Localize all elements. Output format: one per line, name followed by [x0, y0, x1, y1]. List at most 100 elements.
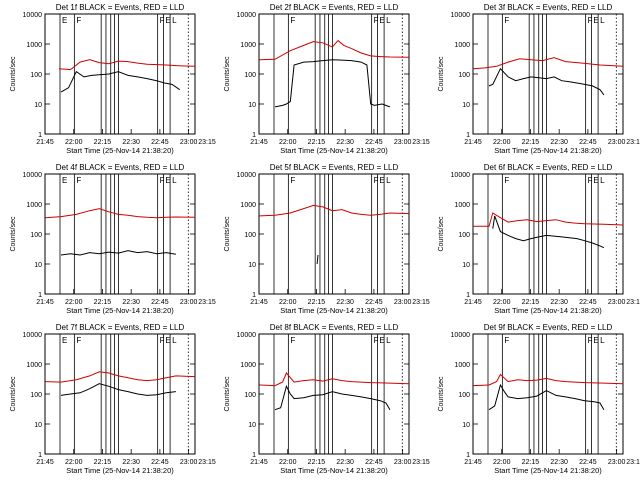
y-tick-label: 1	[38, 132, 42, 139]
x-tick-label: 22:30	[122, 299, 140, 306]
event-marker-label: L	[600, 336, 605, 345]
lld-series-line	[58, 59, 195, 71]
event-marker-label: L	[386, 16, 391, 25]
y-tick-label: 1	[252, 132, 256, 139]
x-tick-label: 22:45	[365, 459, 383, 466]
y-tick-label: 10	[34, 422, 42, 429]
x-tick-label: 21:45	[464, 139, 482, 146]
y-tick-label: 10000	[451, 332, 471, 339]
events-series-line	[488, 383, 605, 411]
y-axis-label: Counts/sec	[224, 376, 231, 412]
event-marker-label: E	[593, 16, 598, 25]
y-tick-label: 1	[466, 452, 470, 459]
x-tick-label: 22:45	[579, 459, 597, 466]
x-tick-label: 21:45	[464, 459, 482, 466]
events-series-line	[60, 250, 176, 256]
event-marker-label: E	[62, 336, 67, 345]
lld-series-line	[473, 57, 623, 70]
x-tick-label: 21:45	[250, 299, 268, 306]
y-tick-label: 100	[244, 392, 256, 399]
y-tick-label: 1	[252, 452, 256, 459]
y-tick-label: 100	[30, 392, 42, 399]
plot-frame	[258, 173, 410, 295]
x-tick-label: 23:00	[608, 459, 626, 466]
y-tick-label: 1000	[454, 202, 470, 209]
event-marker-label: F	[374, 16, 379, 25]
y-tick-label: 1	[252, 292, 256, 299]
y-tick-label: 10000	[23, 332, 43, 339]
x-tick-label: 22:15	[94, 139, 112, 146]
y-tick-label: 10	[462, 422, 470, 429]
event-marker-label: E	[165, 176, 170, 185]
x-tick-label: 22:45	[579, 299, 597, 306]
event-marker-label: F	[160, 16, 165, 25]
x-tick-label: 23:15	[198, 299, 216, 306]
y-tick-label: 1	[38, 292, 42, 299]
x-axis-label: Start Time (25-Nov-14 21:38:20)	[280, 306, 388, 315]
x-axis-label: Start Time (25-Nov-14 21:38:20)	[66, 146, 174, 155]
y-tick-label: 10000	[237, 332, 257, 339]
x-tick-label: 23:00	[394, 459, 412, 466]
x-axis-label: Start Time (25-Nov-14 21:38:20)	[280, 466, 388, 475]
x-tick-label: 22:30	[550, 299, 568, 306]
x-tick-label: 22:45	[151, 299, 169, 306]
chart-title: Det 9f BLACK = Events, RED = LLD	[484, 323, 613, 332]
y-axis-label: Counts/sec	[438, 56, 445, 92]
y-tick-label: 10	[34, 102, 42, 109]
y-tick-label: 10	[462, 262, 470, 269]
event-marker-label: F	[588, 16, 593, 25]
y-axis-label: Counts/sec	[438, 376, 445, 412]
x-axis-label: Start Time (25-Nov-14 21:38:20)	[494, 146, 602, 155]
y-axis-label: Counts/sec	[10, 56, 17, 92]
x-tick-label: 22:15	[308, 139, 326, 146]
y-tick-label: 10	[462, 102, 470, 109]
event-marker-label: L	[172, 336, 177, 345]
event-marker-label: F	[76, 336, 81, 345]
x-tick-label: 23:15	[626, 299, 640, 306]
x-tick-label: 23:15	[198, 459, 216, 466]
chart-panel-6: Det 6f BLACK = Events, RED = LLD 1 10 100 10…	[438, 163, 640, 315]
chart-panel-7: Det 7f BLACK = Events, RED = LLD 1 10 100 10…	[10, 323, 216, 475]
event-marker-label: F	[504, 336, 509, 345]
plot-frame	[258, 13, 410, 135]
x-tick-label: 23:00	[394, 139, 412, 146]
event-marker-label: L	[600, 16, 605, 25]
x-tick-label: 22:30	[122, 459, 140, 466]
plot-frame	[472, 173, 624, 295]
y-tick-label: 10000	[23, 12, 43, 19]
x-tick-label: 22:30	[550, 459, 568, 466]
event-marker-label: F	[504, 176, 509, 185]
y-axis-label: Counts/sec	[224, 216, 231, 252]
lld-series-line	[473, 212, 623, 227]
y-tick-label: 100	[458, 392, 470, 399]
chart-panel-5: Det 5f BLACK = Events, RED = LLD 1 10 100 10…	[224, 163, 430, 315]
x-tick-label: 22:00	[65, 459, 83, 466]
x-tick-label: 22:30	[122, 139, 140, 146]
x-axis-label: Start Time (25-Nov-14 21:38:20)	[494, 466, 602, 475]
y-tick-label: 100	[30, 232, 42, 239]
event-marker-label: L	[172, 16, 177, 25]
event-marker-label: F	[76, 16, 81, 25]
chart-title: Det 5f BLACK = Events, RED = LLD	[270, 163, 399, 172]
y-tick-label: 100	[458, 72, 470, 79]
x-tick-label: 21:45	[464, 299, 482, 306]
event-marker-label: E	[165, 336, 170, 345]
events-series-line	[60, 383, 176, 396]
y-axis-label: Counts/sec	[438, 216, 445, 252]
event-marker-label: L	[600, 176, 605, 185]
y-tick-label: 100	[244, 72, 256, 79]
x-tick-label: 23:00	[180, 299, 198, 306]
x-tick-label: 22:00	[493, 139, 511, 146]
x-tick-label: 22:30	[336, 459, 354, 466]
chart-panel-3: Det 3f BLACK = Events, RED = LLD 1 10 100 10…	[438, 3, 640, 155]
x-tick-label: 22:00	[279, 139, 297, 146]
x-axis-label: Start Time (25-Nov-14 21:38:20)	[66, 306, 174, 315]
x-tick-label: 21:45	[250, 459, 268, 466]
y-axis-label: Counts/sec	[10, 376, 17, 412]
x-tick-label: 22:45	[365, 299, 383, 306]
events-series-line	[274, 59, 391, 108]
lld-series-line	[45, 371, 195, 383]
x-tick-label: 22:00	[279, 299, 297, 306]
event-marker-label: L	[172, 176, 177, 185]
